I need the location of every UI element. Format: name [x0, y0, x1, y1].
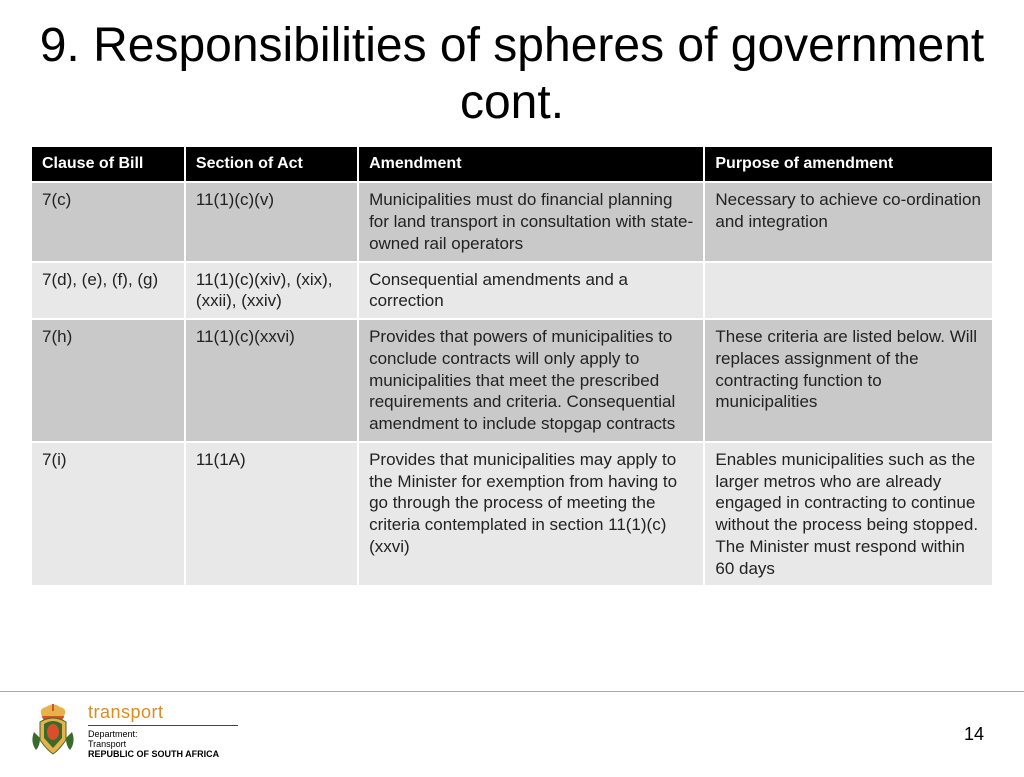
th-section: Section of Act [185, 146, 358, 182]
th-purpose: Purpose of amendment [704, 146, 993, 182]
table-row: 7(i) 11(1A) Provides that municipalities… [31, 442, 993, 587]
cell-section: 11(1)(c)(v) [185, 182, 358, 261]
cell-clause: 7(i) [31, 442, 185, 587]
slide-title: 9. Responsibilities of spheres of govern… [30, 18, 994, 131]
table-row: 7(h) 11(1)(c)(xxvi) Provides that powers… [31, 319, 993, 442]
table-body: 7(c) 11(1)(c)(v) Municipalities must do … [31, 182, 993, 586]
th-amendment: Amendment [358, 146, 704, 182]
footer-divider [0, 691, 1024, 692]
dept-line2: Transport [88, 739, 238, 749]
brand-separator [88, 725, 238, 726]
table-row: 7(d), (e), (f), (g) 11(1)(c)(xiv), (xix)… [31, 262, 993, 320]
page-number: 14 [964, 724, 984, 745]
cell-section: 11(1A) [185, 442, 358, 587]
th-clause: Clause of Bill [31, 146, 185, 182]
cell-purpose [704, 262, 993, 320]
cell-section: 11(1)(c)(xxvi) [185, 319, 358, 442]
cell-amendment: Provides that powers of municipalities t… [358, 319, 704, 442]
cell-purpose: Enables municipalities such as the large… [704, 442, 993, 587]
cell-amendment: Municipalities must do financial plannin… [358, 182, 704, 261]
cell-section: 11(1)(c)(xiv), (xix), (xxii), (xxiv) [185, 262, 358, 320]
cell-purpose: These criteria are listed below. Will re… [704, 319, 993, 442]
cell-clause: 7(d), (e), (f), (g) [31, 262, 185, 320]
dept-line3: REPUBLIC OF SOUTH AFRICA [88, 749, 238, 759]
table-row: 7(c) 11(1)(c)(v) Municipalities must do … [31, 182, 993, 261]
cell-clause: 7(h) [31, 319, 185, 442]
table-header-row: Clause of Bill Section of Act Amendment … [31, 146, 993, 182]
cell-clause: 7(c) [31, 182, 185, 261]
slide: 9. Responsibilities of spheres of govern… [0, 0, 1024, 777]
department-block: transport Department: Transport REPUBLIC… [88, 702, 238, 759]
logo-block: transport Department: Transport REPUBLIC… [28, 702, 238, 759]
dept-line1: Department: [88, 729, 238, 739]
coat-of-arms-icon [28, 704, 78, 758]
brand-name: transport [88, 702, 238, 723]
cell-amendment: Provides that municipalities may apply t… [358, 442, 704, 587]
cell-purpose: Necessary to achieve co-ordination and i… [704, 182, 993, 261]
amendments-table: Clause of Bill Section of Act Amendment … [30, 145, 994, 587]
cell-amendment: Consequential amendments and a correctio… [358, 262, 704, 320]
footer: transport Department: Transport REPUBLIC… [0, 697, 1024, 759]
